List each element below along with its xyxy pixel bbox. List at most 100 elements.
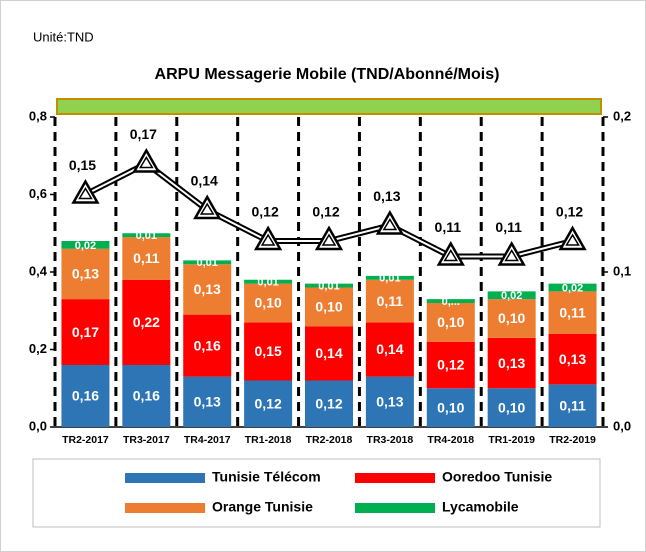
line-marker-inner <box>199 202 215 215</box>
data-label: 0,16 <box>194 337 221 353</box>
legend-swatch <box>355 473 435 483</box>
bar-segment <box>122 279 171 365</box>
line-marker-inner <box>382 218 398 231</box>
x-tick-label: TR3-2018 <box>367 434 414 446</box>
bar-segment <box>61 365 110 427</box>
line-label: 0,11 <box>495 219 522 235</box>
bar-segment <box>183 314 232 377</box>
chart-title: ARPU Messagerie Mobile (TND/Abonné/Mois) <box>155 66 500 83</box>
line-label: 0,12 <box>251 204 278 220</box>
line-label: 0,12 <box>312 204 339 220</box>
x-tick-label: TR1-2019 <box>488 434 535 446</box>
data-label: 0,13 <box>194 394 221 410</box>
line-marker-inner <box>260 233 276 246</box>
bar-segment <box>183 376 232 427</box>
data-label: 0,10 <box>437 314 464 330</box>
bar-segment <box>122 237 171 280</box>
data-label: 0,11 <box>559 397 586 413</box>
x-tick-label: TR2-2019 <box>549 434 596 446</box>
bar-segment <box>244 283 293 323</box>
data-label: 0,01 <box>257 277 278 289</box>
bar-segment <box>487 299 536 338</box>
data-label: 0,13 <box>72 266 99 282</box>
y2-tick-label: 0,0 <box>613 418 631 433</box>
data-label: 0,01 <box>197 257 218 269</box>
data-label: 0,11 <box>377 293 404 309</box>
data-label: 0,13 <box>498 355 525 371</box>
data-label: 0,12 <box>254 395 281 411</box>
line-label: 0,11 <box>435 219 462 235</box>
x-tick-label: TR1-2018 <box>245 434 292 446</box>
data-label: 0,10 <box>498 310 525 326</box>
line-marker-inner <box>565 233 580 246</box>
line-label: 0,13 <box>373 188 400 204</box>
data-label: 0,12 <box>315 395 342 411</box>
bar-segment <box>61 299 110 365</box>
bar-segment <box>305 287 353 327</box>
bar-segment <box>365 279 414 323</box>
bar-segment <box>122 365 171 427</box>
data-label: 0,01 <box>136 230 157 242</box>
y-tick-label: 0,6 <box>29 186 47 201</box>
data-label: 0,10 <box>498 399 525 415</box>
bar-segment <box>183 264 232 315</box>
data-label: 0,17 <box>72 324 99 340</box>
bar-segment <box>305 380 353 427</box>
line-label: 0,15 <box>69 157 96 173</box>
header-band <box>56 98 602 115</box>
data-label: 0,12 <box>437 357 464 373</box>
data-label: 0,... <box>442 296 460 308</box>
bar-segment <box>365 275 414 280</box>
bar-segment <box>487 337 536 389</box>
legend-label: Orange Tunisie <box>212 499 313 515</box>
data-label: 0,14 <box>315 345 342 361</box>
data-label: 0,14 <box>376 341 403 357</box>
data-label: 0,22 <box>133 314 160 330</box>
x-tick-label: TR4-2018 <box>427 434 474 446</box>
bar-segment <box>244 380 293 427</box>
line-label: 0,17 <box>130 126 157 142</box>
legend-swatch <box>355 503 435 513</box>
bar-segment <box>244 322 293 381</box>
data-label: 0,02 <box>75 240 96 252</box>
legend-swatch <box>125 473 205 483</box>
line-marker-inner <box>321 233 337 246</box>
y-tick-label: 0,0 <box>29 418 47 433</box>
data-label: 0,13 <box>194 281 221 297</box>
line-marker-inner <box>139 156 154 169</box>
x-tick-label: TR4-2017 <box>184 434 231 446</box>
bar-segment <box>305 283 353 288</box>
legend-label: Ooredoo Tunisie <box>442 469 552 485</box>
bar-segment <box>244 279 293 284</box>
y2-tick-label: 0,1 <box>613 263 631 278</box>
bar-segment <box>305 326 353 381</box>
x-tick-label: TR2-2018 <box>306 434 353 446</box>
bar-segment <box>487 291 536 300</box>
y-tick-label: 0,4 <box>29 263 48 278</box>
unit-note: Unité:TND <box>33 29 94 44</box>
data-label: 0,02 <box>501 290 522 302</box>
line-label: 0,12 <box>556 204 583 220</box>
bar-segment <box>548 291 597 334</box>
data-label: 0,01 <box>379 273 400 285</box>
bar-segment <box>426 303 475 342</box>
bar-segment <box>548 334 597 385</box>
bar-segment <box>548 283 597 292</box>
data-label: 0,11 <box>559 304 586 320</box>
bar-segment <box>548 384 597 427</box>
legend-label: Tunisie Télécom <box>212 469 321 485</box>
line-marker-inner <box>78 187 93 200</box>
bar-segment <box>183 260 232 265</box>
bar-segment <box>365 322 414 377</box>
line-marker-inner <box>443 249 459 262</box>
bar-segment <box>487 388 536 427</box>
bar-segment <box>426 341 475 389</box>
bar-segment <box>61 241 110 249</box>
legend-swatch <box>125 503 205 513</box>
data-label: 0,13 <box>376 394 403 410</box>
legend-label: Lycamobile <box>442 499 519 515</box>
data-label: 0,10 <box>315 299 342 315</box>
data-label: 0,10 <box>254 295 281 311</box>
x-tick-label: TR2-2017 <box>62 434 109 446</box>
